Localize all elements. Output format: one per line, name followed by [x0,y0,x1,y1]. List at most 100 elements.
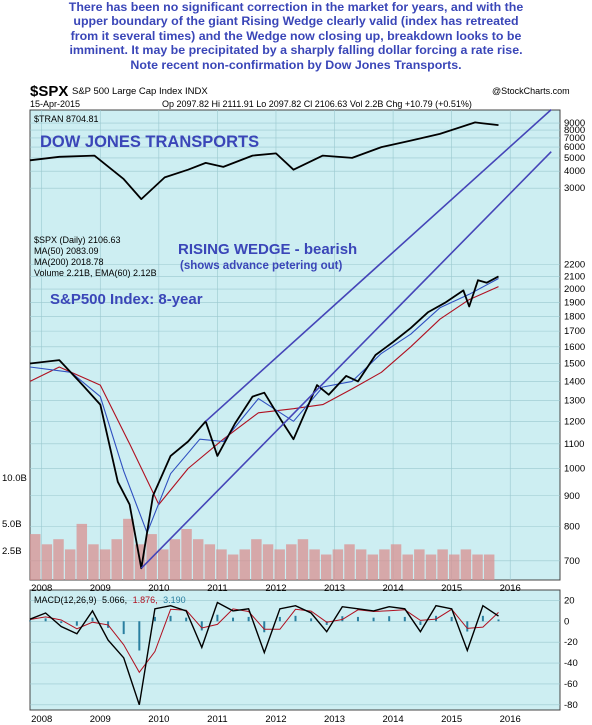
legend-tran: $TRAN 8704.81 [34,114,99,124]
caption-text: There has been no significant correction… [68,0,524,72]
volume-bar [425,554,437,580]
y-tick-label: 3000 [564,183,585,194]
volume-bar [41,544,53,580]
volume-bar [123,518,134,580]
x-tick-label: 2015 [441,714,462,725]
x-tick-label: 2008 [31,714,52,725]
legend-ma200: MA(200) 2018.78 [34,257,104,267]
y-tick-label: 2000 [564,284,585,295]
macd-tick-label: -20 [564,637,578,648]
series-line [29,278,499,534]
volume-bar [88,544,99,580]
y-tick-label: 2200 [564,259,585,270]
macd-tick-label: -40 [564,658,578,669]
volume-bar [158,549,169,580]
macd-tick-label: -60 [564,679,578,690]
y-tick-label: 1200 [564,416,585,427]
chart-date: 15-Apr-2015 [30,99,80,109]
x-tick-label: 2008 [31,583,52,594]
wedge-upper-line [205,109,552,422]
legend-volume: Volume 2.21B, EMA(60) 2.12B [34,268,157,278]
volume-bar [64,549,76,580]
y-tick-label: 1500 [564,359,585,370]
volume-bar [251,539,262,580]
macd-panel [29,589,561,711]
series-line [29,275,499,570]
x-tick-label: 2016 [500,714,521,725]
y-tick-label: 1000 [564,463,585,474]
annotation-index: S&P500 Index: 8-year [50,291,203,308]
volume-bar [181,529,192,580]
stock-chart: $SPX S&P 500 Large Cap Index INDX @Stock… [0,74,592,725]
x-tick-label: 2010 [148,714,169,725]
y-tick-label: 900 [564,491,580,502]
annotation-dow: DOW JONES TRANSPORTS [40,133,259,151]
chart-exchange: INDX [185,86,208,97]
x-tick-label: 2015 [441,583,462,594]
chart-stats: Op 2097.82 Hi 2111.91 Lo 2097.82 Cl 2106… [162,99,472,109]
y-tick-label: 2100 [564,271,585,282]
y-tick-label: 1800 [564,311,585,322]
macd-tick-label: 20 [564,595,575,606]
volume-bar [76,523,88,580]
volume-bar [344,544,355,580]
annotation-wedge: RISING WEDGE - bearish [178,241,357,258]
x-tick-label: 2011 [207,714,227,725]
volume-bar [309,549,320,580]
y-tick-label: 6000 [564,142,585,153]
wedge-lower-line [140,151,552,569]
volume-bar [204,544,216,580]
volume-bar [379,549,390,580]
legend-macd: MACD(12,26,9) 5.066, 1.876, 3.190 [34,595,186,605]
volume-bar [262,544,274,580]
volume-bar [227,554,239,580]
y-tick-label: 7000 [564,133,585,144]
volume-tick-label: 5.0B [2,519,22,530]
macd-tick-label: -80 [564,700,578,711]
annotation-wedge-sub: (shows advance petering out) [180,260,342,272]
y-tick-label: 9000 [564,118,585,129]
volume-bar [239,549,250,580]
y-tick-label: 1100 [564,439,584,450]
volume-bar [332,549,344,580]
volume-bar [216,549,227,580]
volume-bar [402,554,413,580]
volume-bar [274,549,285,580]
volume-bar [111,539,122,580]
chart-name: S&P 500 Large Cap Index [72,86,182,97]
legend-spx: $SPX (Daily) 2106.63 [34,235,121,245]
series-line [29,121,499,200]
volume-bar [437,549,448,580]
chart-symbol: $SPX [30,83,68,100]
x-tick-label: 2009 [90,583,111,594]
y-tick-label: 1600 [564,342,585,353]
y-tick-label: 8000 [564,125,585,136]
y-tick-label: 1400 [564,376,585,387]
y-tick-label: 700 [564,556,580,567]
x-tick-label: 2011 [207,583,227,594]
volume-bar [460,549,472,580]
y-tick-label: 4000 [564,166,585,177]
y-tick-label: 5000 [564,153,585,164]
volume-bar [414,549,425,580]
macd-tick-label: 0 [564,616,569,627]
volume-bar [483,554,495,580]
volume-tick-label: 2.5B [2,546,22,557]
volume-bar [169,539,181,580]
volume-bar [99,549,111,580]
x-tick-label: 2016 [500,583,521,594]
volume-bar [367,554,379,580]
y-tick-label: 1900 [564,297,585,308]
volume-bar [355,549,367,580]
x-tick-label: 2014 [383,583,404,594]
y-tick-label: 800 [564,521,580,532]
volume-bar [297,539,309,580]
x-tick-label: 2012 [265,583,286,594]
x-tick-label: 2014 [383,714,404,725]
macd-signal-line [29,608,499,674]
macd-line [29,601,499,706]
volume-bar [472,554,483,580]
volume-tick-label: 10.0B [2,473,27,484]
x-tick-label: 2013 [324,583,345,594]
watermark: @StockCharts.com [492,86,570,96]
